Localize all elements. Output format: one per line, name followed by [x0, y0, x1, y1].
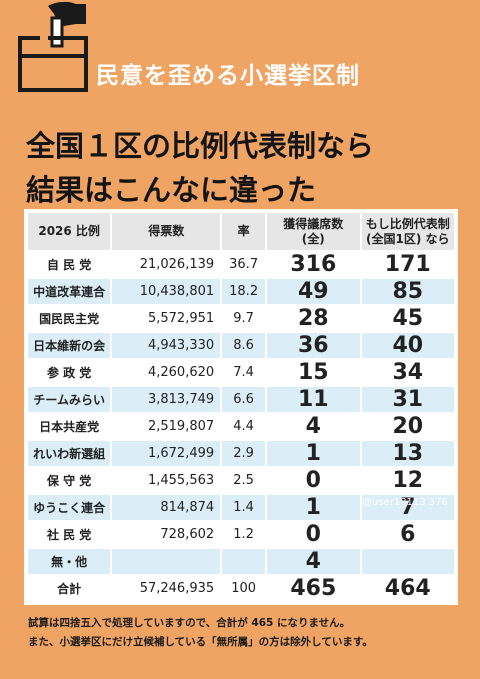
seats-won: 49 [267, 279, 360, 304]
headline: 全国１区の比例代表制なら 結果はこんなに違った [26, 124, 476, 212]
table-row: 参 政 党 4,260,620 7.4 15 34 [28, 360, 454, 385]
header-rate: 率 [222, 213, 266, 250]
table-row: 日本維新の会 4,943,330 8.6 36 40 [28, 333, 454, 358]
vote-rate: 18.2 [222, 279, 266, 304]
vote-count [112, 549, 221, 574]
vote-count: 1,455,563 [112, 468, 221, 493]
vote-count: 5,572,951 [112, 306, 221, 331]
party-name: 日本共産党 [28, 414, 111, 439]
table-row: 日本共産党 2,519,807 4.4 4 20 [28, 414, 454, 439]
seats-won: 1 [267, 441, 360, 466]
vote-rate: 1.2 [222, 522, 266, 547]
vote-rate: 7.4 [222, 360, 266, 385]
table-row: 自 民 党 21,026,139 36.7 316 171 [28, 252, 454, 277]
vote-count: 57,246,935 [112, 576, 221, 601]
subtitle: 民意を歪める小選挙区制 [96, 63, 360, 89]
table-row: 社 民 党 728,602 1.2 0 6 [28, 522, 454, 547]
header-seats: 獲得議席数 (全) [267, 213, 360, 250]
vote-count: 4,943,330 [112, 333, 221, 358]
vote-rate: 1.4 [222, 495, 266, 520]
party-name: 自 民 党 [28, 252, 111, 277]
vote-count: 3,813,749 [112, 387, 221, 412]
party-name: チームみらい [28, 387, 111, 412]
party-name: れいわ新選組 [28, 441, 111, 466]
header-votes: 得票数 [112, 213, 221, 250]
headline-line-2: 結果はこんなに違った [26, 173, 317, 207]
seats-won: 1 [267, 495, 360, 520]
proportional-seats: 45 [361, 306, 454, 331]
vote-rate: 4.4 [222, 414, 266, 439]
headline-line-1: 全国１区の比例代表制なら [26, 129, 375, 163]
vote-rate: 8.6 [222, 333, 266, 358]
seats-won: 28 [267, 306, 360, 331]
seats-won: 316 [267, 252, 360, 277]
proportional-seats: 6 [361, 522, 454, 547]
party-name: 保 守 党 [28, 468, 111, 493]
table-row: 無・他 4 [28, 549, 454, 574]
party-name: 無・他 [28, 549, 111, 574]
header-proportional: もし比例代表制 (全国1区) なら [361, 213, 454, 250]
proportional-seats: 31 [361, 387, 454, 412]
vote-rate: 6.6 [222, 387, 266, 412]
seats-won: 4 [267, 549, 360, 574]
party-name: 国民民主党 [28, 306, 111, 331]
proportional-seats: 34 [361, 360, 454, 385]
vote-count: 728,602 [112, 522, 221, 547]
party-name: 中道改革連合 [28, 279, 111, 304]
seats-won: 36 [267, 333, 360, 358]
header-party: 2026 比例 [28, 213, 111, 250]
vote-rate: 2.5 [222, 468, 266, 493]
party-name: 社 民 党 [28, 522, 111, 547]
footnote-line-1: 試算は四捨五入で処理していますので、合計が 465 になりません。 [28, 617, 351, 629]
seats-won: 15 [267, 360, 360, 385]
vote-count: 4,260,620 [112, 360, 221, 385]
vote-rate: 36.7 [222, 252, 266, 277]
proportional-seats: 85 [361, 279, 454, 304]
table-row: れいわ新選組 1,672,499 2.9 1 13 [28, 441, 454, 466]
seats-won: 0 [267, 522, 360, 547]
table-row: チームみらい 3,813,749 6.6 11 31 [28, 387, 454, 412]
proportional-seats: 20 [361, 414, 454, 439]
watermark: @user18113 376 [362, 497, 448, 508]
party-name: 合計 [28, 576, 111, 601]
ballot-box-icon [18, 1, 88, 92]
footnote-line-2: また、小選挙区にだけ立候補している「無所属」の方は除外しています。 [28, 636, 373, 648]
vote-rate: 2.9 [222, 441, 266, 466]
table-total-row: 合計 57,246,935 100 465 464 [28, 576, 454, 601]
vote-count: 1,672,499 [112, 441, 221, 466]
proportional-seats: 12 [361, 468, 454, 493]
proportional-seats: 40 [361, 333, 454, 358]
proportional-seats: 7 [361, 495, 454, 520]
vote-count: 10,438,801 [112, 279, 221, 304]
proportional-seats: 13 [361, 441, 454, 466]
table-row: 国民民主党 5,572,951 9.7 28 45 [28, 306, 454, 331]
table-row: ゆうこく連合 814,874 1.4 1 7 [28, 495, 454, 520]
seats-won: 11 [267, 387, 360, 412]
header-seats-line2: (全) [301, 231, 325, 246]
results-table: 2026 比例 得票数 率 獲得議席数 (全) もし比例代表制 (全国1区) な… [26, 211, 456, 603]
footnotes: 試算は四捨五入で処理していますので、合計が 465 になりません。 また、小選挙… [28, 614, 468, 652]
header-prop-line1: もし比例代表制 [365, 216, 450, 231]
header-prop-line2: (全国1区) なら [366, 231, 450, 246]
seats-won: 465 [267, 576, 360, 601]
vote-rate: 9.7 [222, 306, 266, 331]
party-name: ゆうこく連合 [28, 495, 111, 520]
table-row: 保 守 党 1,455,563 2.5 0 12 [28, 468, 454, 493]
vote-count: 2,519,807 [112, 414, 221, 439]
table-header-row: 2026 比例 得票数 率 獲得議席数 (全) もし比例代表制 (全国1区) な… [28, 213, 454, 250]
party-name: 日本維新の会 [28, 333, 111, 358]
vote-count: 814,874 [112, 495, 221, 520]
proportional-seats: 464 [361, 576, 454, 601]
party-name: 参 政 党 [28, 360, 111, 385]
vote-count: 21,026,139 [112, 252, 221, 277]
header-seats-line1: 獲得議席数 [283, 216, 344, 231]
proportional-seats [361, 549, 454, 574]
table-row: 中道改革連合 10,438,801 18.2 49 85 [28, 279, 454, 304]
vote-rate [222, 549, 266, 574]
vote-rate: 100 [222, 576, 266, 601]
results-table-card: 2026 比例 得票数 率 獲得議席数 (全) もし比例代表制 (全国1区) な… [24, 209, 458, 605]
seats-won: 4 [267, 414, 360, 439]
proportional-seats: 171 [361, 252, 454, 277]
seats-won: 0 [267, 468, 360, 493]
